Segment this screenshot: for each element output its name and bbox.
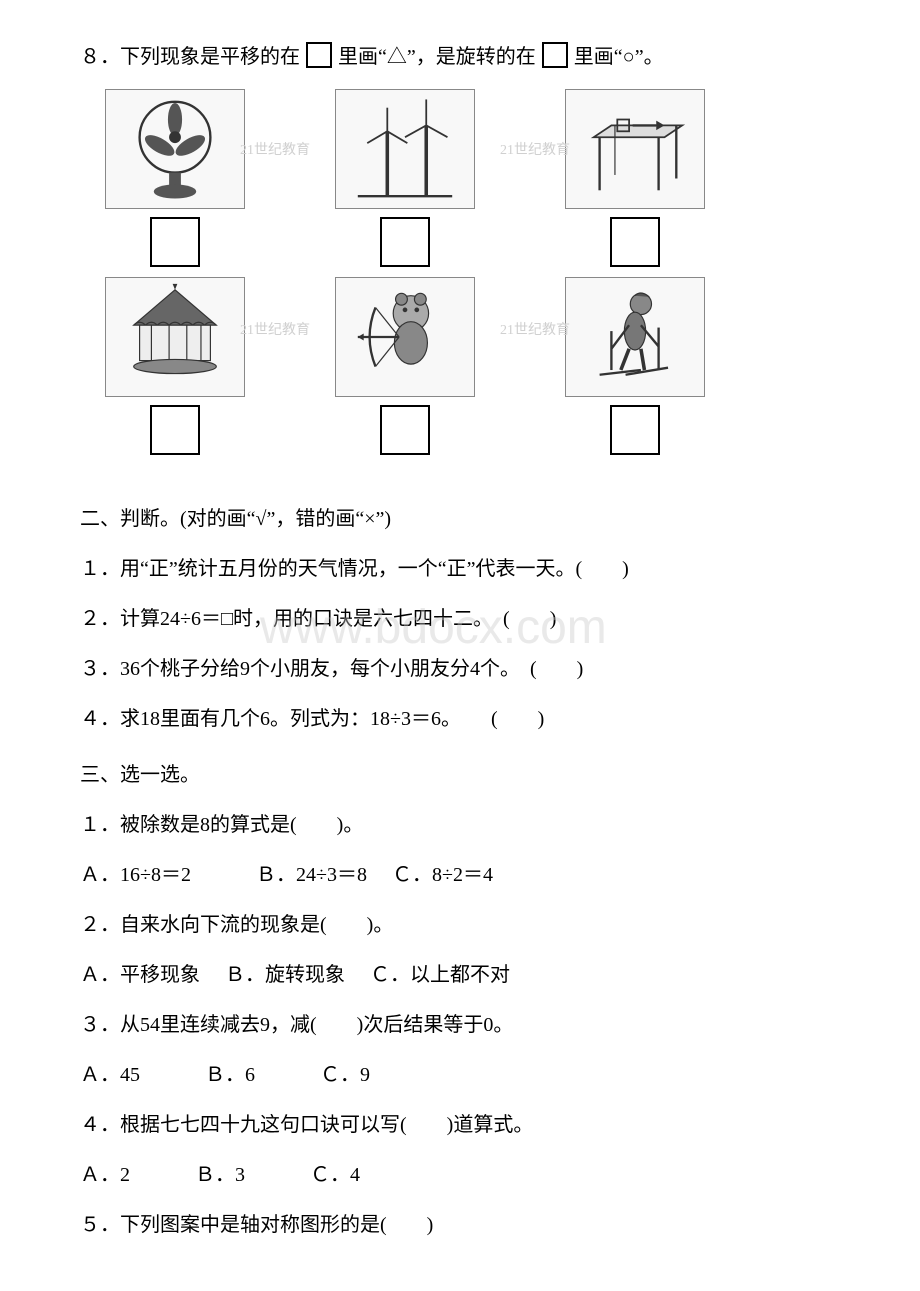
answer-box-2 <box>380 217 430 267</box>
s3-q2-c: Ｃ．以上都不对 <box>370 964 510 986</box>
grid-item-skier <box>540 277 730 455</box>
grid-item-fan <box>80 89 270 267</box>
s2-item-3: ３．36个桃子分给9个小朋友，每个小朋友分4个。 ( ) <box>80 645 840 693</box>
s3-q4-b: Ｂ．3 <box>195 1164 245 1186</box>
s3-q1: １．被除数是8的算式是( )。 <box>80 801 840 849</box>
answer-box-1 <box>150 217 200 267</box>
image-grid: 21世纪教育 21世纪教育 21世纪教育 21世纪教育 <box>80 89 730 455</box>
s3-q3-b: Ｂ．6 <box>205 1064 255 1086</box>
s3-q1-a: Ａ．16÷8＝2 <box>80 864 191 886</box>
s3-q1-opts: Ａ．16÷8＝2 Ｂ．24÷3＝8 Ｃ．8÷2＝4 <box>80 851 840 899</box>
q8-mid1: 里画“△”，是旋转的在 <box>338 40 536 69</box>
q8-prefix: ８．下列现象是平移的在 <box>80 40 300 69</box>
grid-item-carousel <box>80 277 270 455</box>
answer-box-4 <box>150 405 200 455</box>
s3-q2-a: Ａ．平移现象 <box>80 964 200 986</box>
s3-q1-b: Ｂ．24÷3＝8 <box>256 864 367 886</box>
s3-q3: ３．从54里连续减去9，减( )次后结果等于0。 <box>80 1001 840 1049</box>
section2-header: 二、判断。(对的画“√”，错的画“×”) <box>80 495 840 543</box>
s3-q3-opts: Ａ．45 Ｂ．6 Ｃ．9 <box>80 1051 840 1099</box>
q8-mid2: 里画“○”。 <box>574 40 664 69</box>
table-icon <box>565 89 705 209</box>
answer-box-5 <box>380 405 430 455</box>
inline-box-2 <box>542 42 568 68</box>
s3-q3-c: Ｃ．9 <box>320 1064 370 1086</box>
skier-icon <box>565 277 705 397</box>
grid-item-table <box>540 89 730 267</box>
grid-item-archer <box>310 277 500 455</box>
s3-q2-b: Ｂ．旋转现象 <box>225 964 345 986</box>
inline-box-1 <box>306 42 332 68</box>
grid-item-windmill <box>310 89 500 267</box>
answer-box-3 <box>610 217 660 267</box>
s2-item-2: ２．计算24÷6＝□时，用的口诀是六七四十二。 ( ) <box>80 595 840 643</box>
fan-icon <box>105 89 245 209</box>
s2-item-4: ４．求18里面有几个6。列式为：18÷3＝6。 ( ) <box>80 695 840 743</box>
windmill-icon <box>335 89 475 209</box>
s3-q3-a: Ａ．45 <box>80 1064 140 1086</box>
s3-q5: ５．下列图案中是轴对称图形的是( ) <box>80 1201 840 1249</box>
s3-q4-a: Ａ．2 <box>80 1164 130 1186</box>
carousel-icon <box>105 277 245 397</box>
s3-q2: ２．自来水向下流的现象是( )。 <box>80 901 840 949</box>
s3-q2-opts: Ａ．平移现象 Ｂ．旋转现象 Ｃ．以上都不对 <box>80 951 840 999</box>
s2-item-1: １．用“正”统计五月份的天气情况，一个“正”代表一天。( ) <box>80 545 840 593</box>
archer-icon <box>335 277 475 397</box>
section3-header: 三、选一选。 <box>80 751 840 799</box>
s3-q4-opts: Ａ．2 Ｂ．3 Ｃ．4 <box>80 1151 840 1199</box>
s3-q4-c: Ｃ．4 <box>310 1164 360 1186</box>
question-8-header: ８．下列现象是平移的在 里画“△”，是旋转的在 里画“○”。 <box>80 40 840 69</box>
s3-q1-c: Ｃ．8÷2＝4 <box>392 864 493 886</box>
answer-box-6 <box>610 405 660 455</box>
s3-q4: ４．根据七七四十九这句口诀可以写( )道算式。 <box>80 1101 840 1149</box>
